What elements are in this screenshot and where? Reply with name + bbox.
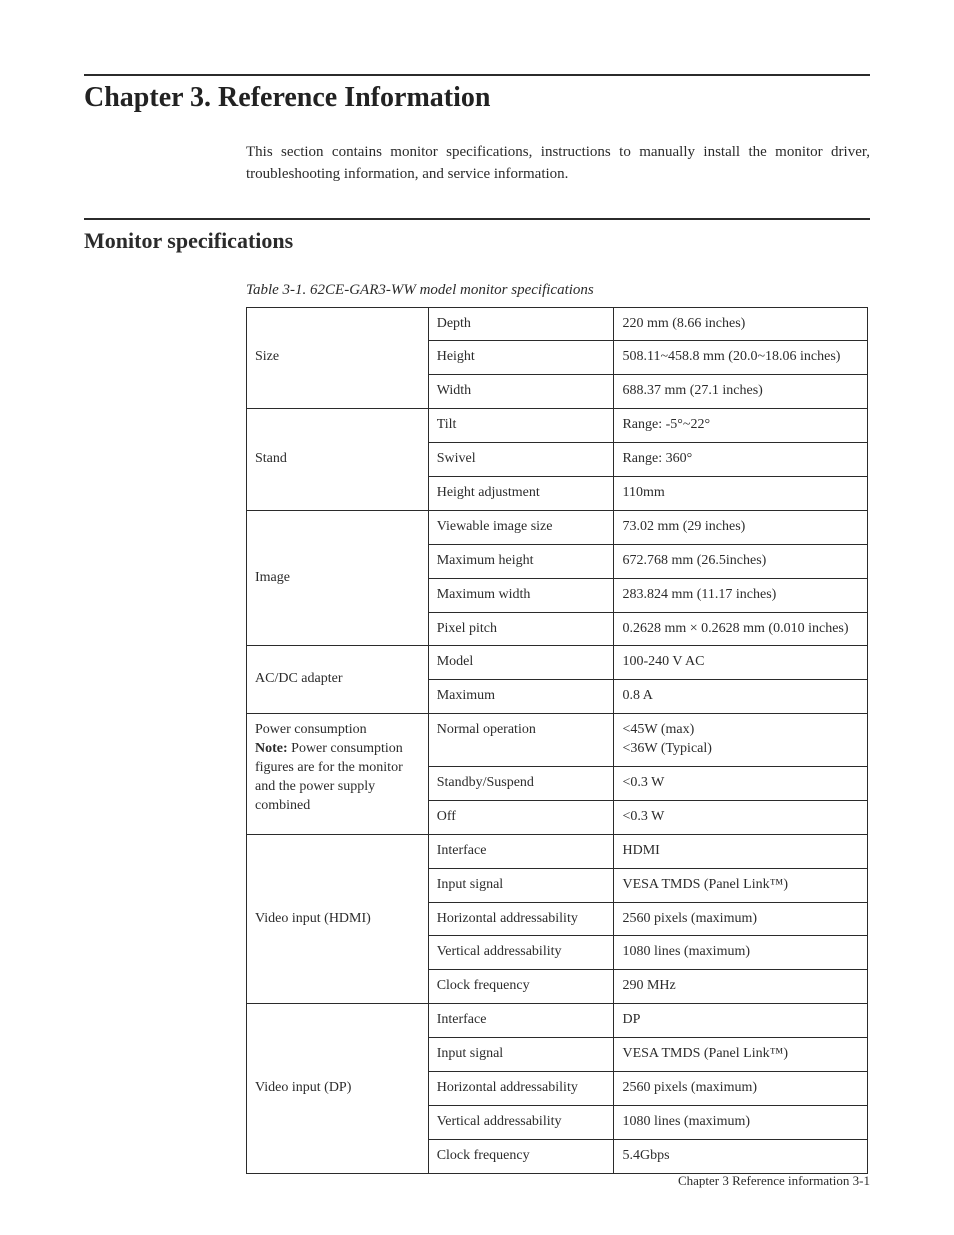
lbl-maxh: Maximum height xyxy=(428,544,614,578)
val-dp-iface: DP xyxy=(614,1004,868,1038)
cat-hdmi: Video input (HDMI) xyxy=(247,834,429,1003)
lbl-tilt: Tilt xyxy=(428,409,614,443)
power-note-bold: Note: xyxy=(255,741,288,756)
val-model: 100-240 V AC xyxy=(614,646,868,680)
top-rule xyxy=(84,74,870,76)
chapter-title: Chapter 3. Reference Information xyxy=(84,82,870,114)
val-normal: <45W (max) <36W (Typical) xyxy=(614,714,868,767)
cat-size: Size xyxy=(247,307,429,409)
lbl-heightadj: Height adjustment xyxy=(428,476,614,510)
lbl-hdmi-clock: Clock frequency xyxy=(428,970,614,1004)
val-normal-l1: <45W (max) xyxy=(622,722,694,737)
lbl-normal: Normal operation xyxy=(428,714,614,767)
val-maxh: 672.768 mm (26.5inches) xyxy=(614,544,868,578)
val-hdmi-clock: 290 MHz xyxy=(614,970,868,1004)
lbl-off: Off xyxy=(428,800,614,834)
lbl-swivel: Swivel xyxy=(428,443,614,477)
val-viewable: 73.02 mm (29 inches) xyxy=(614,510,868,544)
section-title: Monitor specifications xyxy=(84,228,870,254)
val-off: <0.3 W xyxy=(614,800,868,834)
intro-paragraph: This section contains monitor specificat… xyxy=(246,142,870,186)
val-dp-haddr: 2560 pixels (maximum) xyxy=(614,1071,868,1105)
val-heightadj: 110mm xyxy=(614,476,868,510)
val-height: 508.11~458.8 mm (20.0~18.06 inches) xyxy=(614,341,868,375)
val-hdmi-signal: VESA TMDS (Panel Link™) xyxy=(614,868,868,902)
val-dp-vaddr: 1080 lines (maximum) xyxy=(614,1105,868,1139)
page-footer: Chapter 3 Reference information 3-1 xyxy=(678,1173,870,1189)
cat-image: Image xyxy=(247,510,429,646)
val-depth: 220 mm (8.66 inches) xyxy=(614,307,868,341)
lbl-width: Width xyxy=(428,375,614,409)
val-hdmi-iface: HDMI xyxy=(614,834,868,868)
lbl-dp-haddr: Horizontal addressability xyxy=(428,1071,614,1105)
lbl-hdmi-vaddr: Vertical addressability xyxy=(428,936,614,970)
lbl-model: Model xyxy=(428,646,614,680)
val-dp-clock: 5.4Gbps xyxy=(614,1139,868,1173)
section-rule xyxy=(84,218,870,220)
val-pitch: 0.2628 mm × 0.2628 mm (0.010 inches) xyxy=(614,612,868,646)
lbl-pitch: Pixel pitch xyxy=(428,612,614,646)
spec-table: Size Depth 220 mm (8.66 inches) Height 5… xyxy=(246,307,868,1174)
lbl-dp-clock: Clock frequency xyxy=(428,1139,614,1173)
val-standby: <0.3 W xyxy=(614,766,868,800)
val-maxw: 283.824 mm (11.17 inches) xyxy=(614,578,868,612)
val-dp-signal: VESA TMDS (Panel Link™) xyxy=(614,1038,868,1072)
lbl-dp-signal: Input signal xyxy=(428,1038,614,1072)
val-maxamp: 0.8 A xyxy=(614,680,868,714)
lbl-standby: Standby/Suspend xyxy=(428,766,614,800)
lbl-hdmi-haddr: Horizontal addressability xyxy=(428,902,614,936)
lbl-dp-vaddr: Vertical addressability xyxy=(428,1105,614,1139)
lbl-hdmi-signal: Input signal xyxy=(428,868,614,902)
val-tilt: Range: -5°~22° xyxy=(614,409,868,443)
lbl-maxw: Maximum width xyxy=(428,578,614,612)
lbl-depth: Depth xyxy=(428,307,614,341)
cat-adapter: AC/DC adapter xyxy=(247,646,429,714)
val-normal-l2: <36W (Typical) xyxy=(622,741,711,756)
table-caption: Table 3-1. 62CE-GAR3-WW model monitor sp… xyxy=(246,282,870,299)
lbl-dp-iface: Interface xyxy=(428,1004,614,1038)
lbl-maxamp: Maximum xyxy=(428,680,614,714)
lbl-viewable: Viewable image size xyxy=(428,510,614,544)
power-line1: Power consumption xyxy=(255,722,367,737)
cat-dp: Video input (DP) xyxy=(247,1004,429,1173)
val-width: 688.37 mm (27.1 inches) xyxy=(614,375,868,409)
lbl-height: Height xyxy=(428,341,614,375)
lbl-hdmi-iface: Interface xyxy=(428,834,614,868)
val-hdmi-haddr: 2560 pixels (maximum) xyxy=(614,902,868,936)
val-swivel: Range: 360° xyxy=(614,443,868,477)
cat-power: Power consumption Note: Power consumptio… xyxy=(247,714,429,835)
cat-stand: Stand xyxy=(247,409,429,511)
val-hdmi-vaddr: 1080 lines (maximum) xyxy=(614,936,868,970)
